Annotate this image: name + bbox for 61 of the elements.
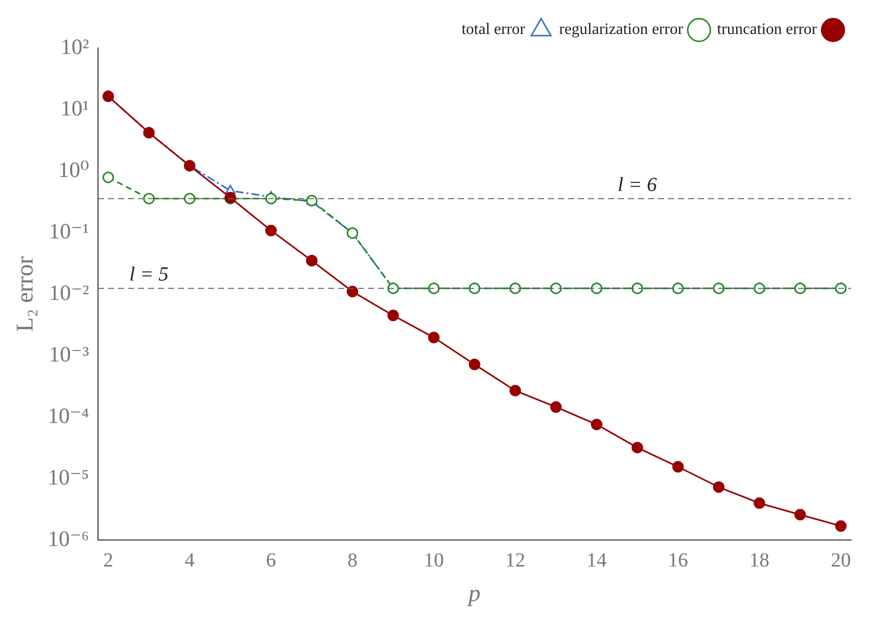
legend-label: regularization error — [559, 21, 684, 38]
point — [346, 286, 358, 298]
point — [754, 282, 766, 294]
x-tick-label: 8 — [347, 549, 358, 572]
point — [550, 282, 562, 294]
point — [754, 497, 766, 509]
point — [632, 282, 644, 294]
y-tick-label: 10⁻³ — [48, 341, 90, 366]
y-tick-label: 10⁻² — [48, 280, 90, 305]
point — [143, 192, 155, 204]
y-tick-label: 10⁻⁶ — [48, 526, 90, 551]
x-tick-label: 20 — [830, 549, 851, 572]
point — [184, 160, 196, 172]
x-axis-title: p — [466, 580, 481, 607]
y-tick-label: 10⁰ — [58, 156, 90, 182]
legend-label: total error — [462, 21, 526, 38]
annotation: l = 6 — [618, 174, 657, 196]
point — [468, 358, 480, 370]
point — [632, 442, 644, 454]
point — [509, 282, 521, 294]
point — [835, 282, 847, 294]
x-tick-label: 14 — [586, 549, 607, 572]
y-tick-label: 10⁻⁵ — [48, 464, 90, 490]
point — [550, 401, 562, 413]
x-tick-label: 18 — [749, 549, 770, 572]
x-tick-label: 2 — [103, 549, 114, 572]
point — [102, 172, 114, 184]
y-axis-title: L₂ error — [12, 256, 39, 332]
y-tick-label: 10² — [60, 34, 90, 59]
x-tick-label: 16 — [668, 549, 688, 572]
point — [265, 192, 277, 204]
point — [712, 282, 724, 294]
y-tick-label: 10¹ — [60, 95, 90, 120]
x-tick-label: 12 — [505, 549, 526, 572]
point — [306, 254, 318, 266]
y-tick-label: 10⁻¹ — [48, 218, 90, 244]
point — [712, 481, 724, 493]
point — [590, 282, 602, 294]
point — [509, 384, 521, 396]
point — [428, 332, 440, 344]
point — [346, 227, 358, 239]
point — [428, 282, 440, 294]
point — [102, 90, 114, 102]
point — [143, 126, 155, 138]
x-tick-label: 6 — [266, 549, 276, 572]
point — [184, 192, 196, 204]
point — [387, 310, 399, 322]
point — [835, 520, 847, 532]
point — [387, 282, 399, 294]
annotation: l = 5 — [129, 264, 168, 286]
point — [672, 282, 684, 294]
point — [794, 508, 806, 520]
point — [672, 461, 684, 473]
x-tick-label: 4 — [184, 549, 195, 572]
legend-label: truncation error — [717, 21, 818, 38]
y-tick-label: 10⁻⁴ — [48, 402, 90, 428]
point — [468, 282, 480, 294]
point — [794, 282, 806, 294]
x-tick-label: 10 — [424, 549, 444, 572]
point — [265, 224, 277, 236]
point — [590, 418, 602, 430]
